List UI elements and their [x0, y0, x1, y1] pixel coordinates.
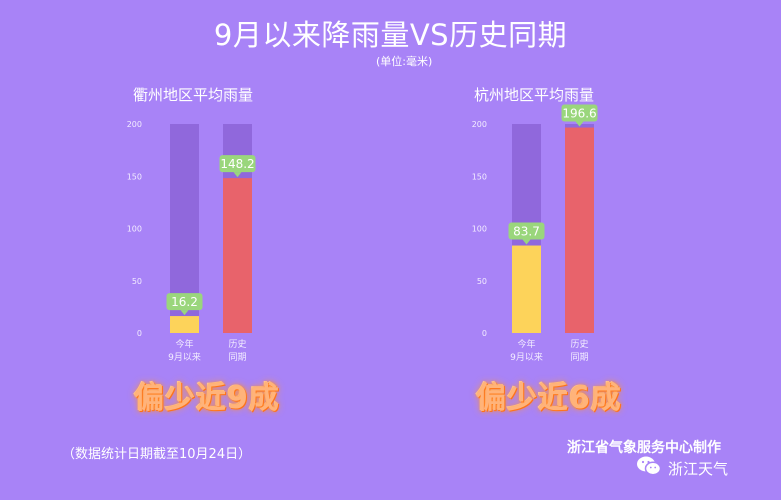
category-label-0-0-0: 今年 [175, 338, 193, 350]
category-label-1-1-0: 历史 [570, 338, 588, 350]
bar-1-0 [512, 245, 541, 333]
data-label-0-0: 16.2 [171, 295, 198, 309]
category-label-1-1-1: 同期 [570, 352, 588, 363]
page-title: 9月以来降雨量VS历史同期 [213, 18, 568, 52]
unit-label: (单位:毫米) [376, 55, 433, 68]
category-label-0-1-0: 历史 [228, 338, 246, 350]
chart-title-quzhou: 衢州地区平均雨量 [133, 86, 254, 104]
data-label-1-0: 83.7 [513, 225, 540, 239]
y-tick-1-0: 0 [482, 329, 487, 338]
y-tick-0-0: 0 [137, 329, 142, 338]
data-label-pointer-0-0 [180, 310, 189, 316]
data-label-pointer-0-1 [233, 172, 242, 178]
data-label-pointer-1-1 [575, 121, 584, 127]
category-label-0-0-1: 9月以来 [168, 352, 201, 363]
y-tick-1-3: 150 [472, 172, 487, 181]
y-tick-1-1: 50 [477, 277, 487, 286]
y-tick-0-4: 200 [127, 120, 142, 129]
chart-title-hangzhou: 杭州地区平均雨量 [474, 86, 595, 104]
data-label-bg-1-1 [561, 104, 598, 122]
category-label-0-1-1: 同期 [228, 352, 246, 363]
credit: 浙江省气象服务中心制作 [567, 440, 721, 456]
data-label-bg-0-1 [219, 155, 256, 173]
category-label-1-0-1: 9月以来 [510, 352, 543, 363]
footnote: （数据统计日期截至10月24日） [62, 447, 252, 462]
bar-0-0 [170, 316, 199, 333]
conclusion-quzhou: 偏少近9成 [134, 381, 280, 416]
data-label-1-1: 196.6 [562, 107, 596, 121]
category-label-1-0-0: 今年 [517, 338, 535, 350]
y-tick-0-2: 100 [127, 225, 142, 234]
conclusion-hangzhou: 偏少近6成 [476, 381, 622, 416]
data-label-0-1: 148.2 [220, 157, 254, 171]
y-tick-0-1: 50 [132, 277, 142, 286]
y-tick-0-3: 150 [127, 172, 142, 181]
data-label-pointer-1-0 [522, 239, 531, 245]
y-tick-1-4: 200 [472, 120, 487, 129]
bar-1-1 [565, 127, 594, 333]
data-label-bg-1-0 [508, 222, 545, 240]
brand-name: 浙江天气 [668, 459, 729, 478]
brand: 浙江天气 [636, 456, 728, 480]
y-tick-1-2: 100 [472, 225, 487, 234]
data-label-bg-0-0 [166, 293, 203, 311]
wechat-icon [636, 455, 662, 481]
bar-0-1 [223, 178, 252, 333]
